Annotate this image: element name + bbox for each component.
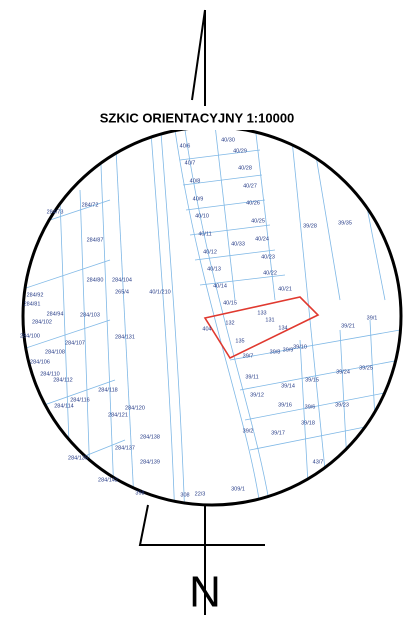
parcel-label: 398 bbox=[135, 490, 144, 496]
parcel-label: 284/72 bbox=[82, 202, 99, 208]
parcel-label: 284/139 bbox=[140, 459, 160, 465]
parcel-label: 284/103 bbox=[80, 312, 100, 318]
parcel-label: 40/25 bbox=[251, 218, 265, 224]
parcel-label: 131 bbox=[265, 317, 274, 323]
parcel-label: 284/87 bbox=[87, 237, 104, 243]
north-label: N bbox=[189, 568, 221, 617]
parcel-label: 284/121 bbox=[108, 412, 128, 418]
sketch-map: {"title": "SZKIC ORIENTACYJNY 1:10000", … bbox=[0, 0, 414, 630]
parcel-label: 133 bbox=[257, 310, 266, 316]
parcel-label: 39/7 bbox=[243, 353, 254, 359]
parcel-label: 40/29 bbox=[233, 148, 247, 154]
parcel-label: 40/9 bbox=[193, 196, 204, 202]
parcel-label: 284/106 bbox=[30, 359, 50, 365]
parcel-label: 132 bbox=[225, 320, 234, 326]
parcel-label: 40/8 bbox=[190, 178, 201, 184]
parcel-label: 40/15 bbox=[223, 300, 237, 306]
parcel-label: 40/13 bbox=[207, 266, 221, 272]
parcel-label: 284/142 bbox=[98, 477, 118, 483]
parcel-label: 40/12 bbox=[203, 249, 217, 255]
parcel-label: 39/12 bbox=[250, 392, 264, 398]
parcel-label: 39/16 bbox=[278, 402, 292, 408]
parcel-label: 284/100 bbox=[20, 333, 40, 339]
parcel-label: 40/26 bbox=[246, 200, 260, 206]
parcel-label: 40/1/210 bbox=[149, 289, 170, 295]
title: SZKIC ORIENTACYJNY 1:10000 bbox=[100, 110, 295, 125]
parcel-label: 284/137 bbox=[115, 445, 135, 451]
parcel-label: 39/1 bbox=[367, 315, 378, 321]
parcel-label: 284/110 bbox=[40, 371, 59, 377]
parcel-label: 43/7 bbox=[313, 459, 324, 465]
parcel-label: 39/15 bbox=[305, 377, 319, 383]
parcel-label: 40/24 bbox=[255, 236, 269, 242]
parcel-label: 39/28 bbox=[303, 223, 317, 229]
parcel-label: 39/14 bbox=[281, 383, 295, 389]
parcel-label: 39/10 bbox=[293, 344, 307, 350]
parcel-label: 40/14 bbox=[213, 283, 227, 289]
parcel-label: 40/23 bbox=[261, 254, 275, 260]
parcel-label: 40/6 bbox=[180, 143, 191, 149]
parcel-label: 284/107 bbox=[65, 340, 85, 346]
parcel-label: 22/3 bbox=[195, 491, 206, 497]
parcel-label: 404 bbox=[202, 326, 211, 332]
parcel-label: 40/22 bbox=[263, 270, 277, 276]
parcel-label: 284/135 bbox=[68, 455, 88, 461]
parcel-label: 39/21 bbox=[341, 323, 355, 329]
parcel-label: 284/80 bbox=[87, 277, 104, 283]
parcel-label: 39/23 bbox=[335, 402, 349, 408]
parcel-label: 40/11 bbox=[198, 231, 211, 237]
parcel-label: 39/17 bbox=[271, 430, 285, 436]
parcel-label: 40/21 bbox=[278, 286, 292, 292]
parcel-label: 39/24 bbox=[336, 369, 350, 375]
parcel-label: 265/4 bbox=[115, 289, 129, 295]
north-arrow bbox=[140, 10, 265, 615]
parcel-label: 308 bbox=[180, 492, 189, 498]
parcel-label: 39/25 bbox=[359, 365, 373, 371]
parcel-label: 135 bbox=[235, 338, 244, 344]
parcel-label: 284/94 bbox=[47, 311, 64, 317]
parcel-label: 40/7 bbox=[185, 160, 196, 166]
parcel-label: 39/35 bbox=[338, 220, 352, 226]
parcel-label: 284/112 bbox=[53, 377, 72, 383]
parcel-label: 284/81 bbox=[24, 301, 41, 307]
parcel-label: 40/30 bbox=[221, 137, 235, 143]
parcel-label: 39/9 bbox=[283, 347, 294, 353]
parcel-label: 284/73 bbox=[47, 209, 64, 215]
parcel-label: 40/28 bbox=[238, 165, 252, 171]
parcel-label: 309/1 bbox=[231, 486, 245, 492]
parcel-label: 284/108 bbox=[45, 349, 65, 355]
parcel-label: 39/11 bbox=[245, 374, 258, 380]
parcel-label: 284/92 bbox=[27, 292, 44, 298]
parcel-label: 40/10 bbox=[195, 213, 209, 219]
parcel-label: 284/118 bbox=[98, 387, 117, 393]
parcel-label: 39/8 bbox=[270, 349, 281, 355]
parcel-label: 284/104 bbox=[112, 277, 132, 283]
parcel-label: 284/138 bbox=[140, 434, 160, 440]
parcel-label: 134 bbox=[278, 325, 287, 331]
parcel-label: 284/102 bbox=[32, 319, 52, 325]
parcel-label: 284/131 bbox=[115, 334, 135, 340]
parcel-label: 284/114 bbox=[54, 403, 73, 409]
parcel-label: 39/2 bbox=[243, 428, 254, 434]
parcel-label: 284/120 bbox=[125, 405, 145, 411]
parcel-label: 40/27 bbox=[243, 183, 257, 189]
parcel-label: 39/18 bbox=[301, 420, 315, 426]
parcel-label: 40/33 bbox=[231, 241, 245, 247]
parcel-label: 39/6 bbox=[305, 404, 316, 410]
